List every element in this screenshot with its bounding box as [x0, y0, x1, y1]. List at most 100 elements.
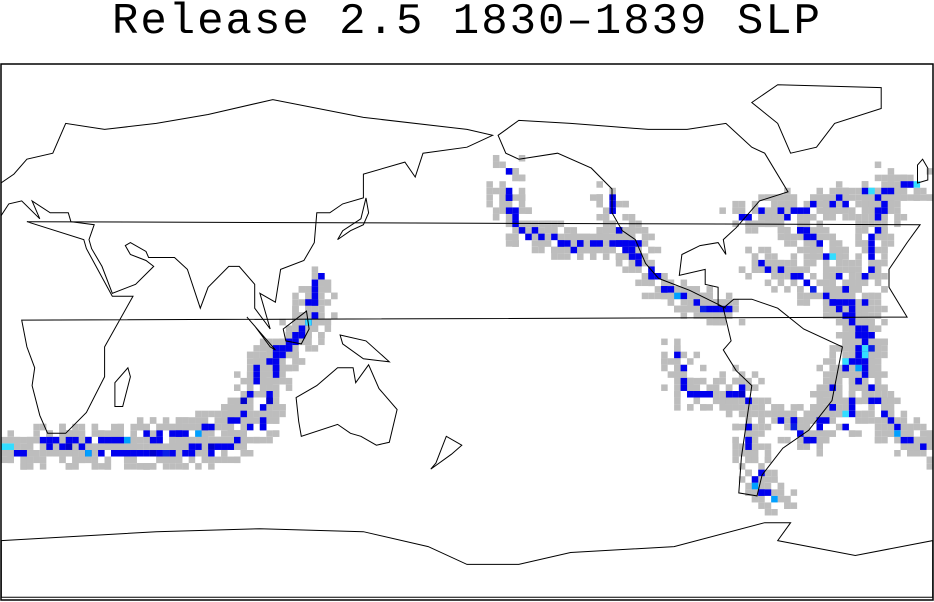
data-cell — [913, 443, 921, 450]
data-cell — [725, 299, 733, 306]
data-cell — [881, 397, 888, 405]
data-cell — [881, 417, 888, 424]
data-cell — [758, 489, 765, 496]
data-cell — [130, 443, 137, 450]
data-cell — [874, 161, 882, 169]
data-cell — [285, 384, 293, 391]
data-cell — [39, 463, 47, 470]
data-cell — [20, 436, 27, 444]
data-cell — [855, 332, 862, 339]
data-cell — [829, 358, 836, 365]
data-cell — [272, 377, 280, 385]
data-cell — [751, 456, 759, 464]
data-cell — [292, 318, 299, 326]
data-cell — [175, 436, 183, 444]
data-cell — [751, 489, 759, 496]
data-cell — [123, 436, 131, 444]
data-cell — [175, 417, 183, 424]
data-cell — [764, 443, 772, 450]
data-cell — [829, 233, 836, 241]
data-cell — [913, 450, 921, 457]
data-cell — [842, 338, 849, 346]
data-cell — [894, 397, 901, 405]
data-cell — [810, 391, 817, 398]
data-cell — [208, 456, 215, 464]
data-cell — [674, 286, 681, 293]
data-cell — [712, 391, 720, 398]
data-cell — [505, 168, 513, 175]
data-cell — [557, 253, 565, 260]
data-cell — [700, 299, 707, 306]
data-cell — [7, 456, 14, 464]
data-cell — [700, 377, 707, 385]
data-cell — [78, 430, 86, 437]
data-cell — [816, 246, 823, 254]
data-cell — [201, 423, 209, 431]
data-cell — [492, 187, 500, 195]
data-cell — [829, 377, 836, 385]
data-cell — [803, 253, 811, 260]
data-cell — [680, 305, 688, 313]
data-cell — [790, 259, 798, 267]
data-cell — [874, 436, 882, 444]
data-cell — [913, 436, 921, 444]
data-cell — [855, 397, 862, 405]
data-cell — [881, 318, 888, 326]
data-cell — [842, 358, 849, 365]
data-cell — [810, 436, 817, 444]
data-cell — [816, 443, 823, 450]
data-cell — [777, 227, 785, 234]
data-cell — [221, 417, 228, 424]
data-cell — [91, 456, 99, 464]
data-cell — [486, 181, 493, 188]
data-cell — [234, 417, 241, 424]
data-cell — [680, 384, 688, 391]
data-cell — [693, 391, 701, 398]
data-cell — [143, 436, 150, 444]
data-cell — [505, 200, 513, 208]
data-cell — [700, 391, 707, 398]
data-cell — [913, 417, 921, 424]
data-cell — [822, 259, 830, 267]
data-cell — [687, 391, 694, 398]
data-cell — [874, 430, 882, 437]
data-cell — [602, 213, 610, 221]
data-cell — [745, 482, 752, 490]
data-cell — [272, 358, 280, 365]
data-cell — [117, 430, 124, 437]
data-cell — [596, 240, 603, 247]
data-cell — [810, 292, 817, 300]
data-cell — [861, 318, 869, 326]
data-cell — [771, 266, 778, 273]
data-cell — [725, 292, 733, 300]
data-cell — [764, 213, 772, 221]
data-cell — [842, 207, 849, 214]
data-cell — [745, 430, 752, 437]
data-cell — [65, 443, 73, 450]
data-cell — [492, 207, 500, 214]
data-cell — [234, 410, 241, 418]
data-cell — [499, 187, 506, 195]
data-cell — [628, 246, 636, 254]
data-cell — [311, 305, 319, 313]
data-cell — [234, 397, 241, 405]
data-cell — [259, 404, 267, 411]
data-cell — [881, 286, 888, 293]
data-cell — [266, 404, 273, 411]
data-cell — [758, 397, 765, 405]
data-cell — [874, 305, 882, 313]
data-cell — [874, 194, 882, 201]
data-cell — [790, 502, 798, 509]
data-cell — [868, 299, 875, 306]
data-cell — [848, 410, 856, 418]
data-cell — [738, 266, 746, 273]
data-cell — [894, 220, 901, 228]
data-cell — [881, 423, 888, 431]
data-cell — [797, 436, 804, 444]
data-cell — [829, 384, 836, 391]
data-cell — [674, 397, 681, 405]
data-cell — [182, 430, 189, 437]
data-cell — [803, 240, 811, 247]
data-cell — [285, 332, 293, 339]
data-cell — [531, 240, 539, 247]
